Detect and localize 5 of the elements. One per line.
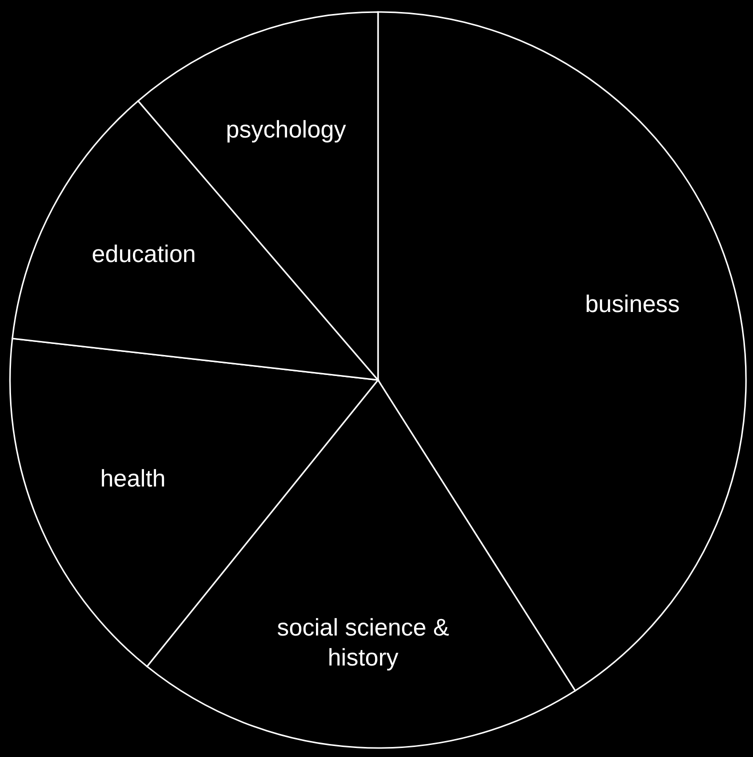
slice-label: health	[100, 466, 166, 493]
slice-label: psychology	[226, 116, 346, 144]
slice-label: business	[585, 291, 680, 318]
slice-label: education	[92, 241, 196, 268]
slice-label: social science & history	[276, 614, 450, 672]
